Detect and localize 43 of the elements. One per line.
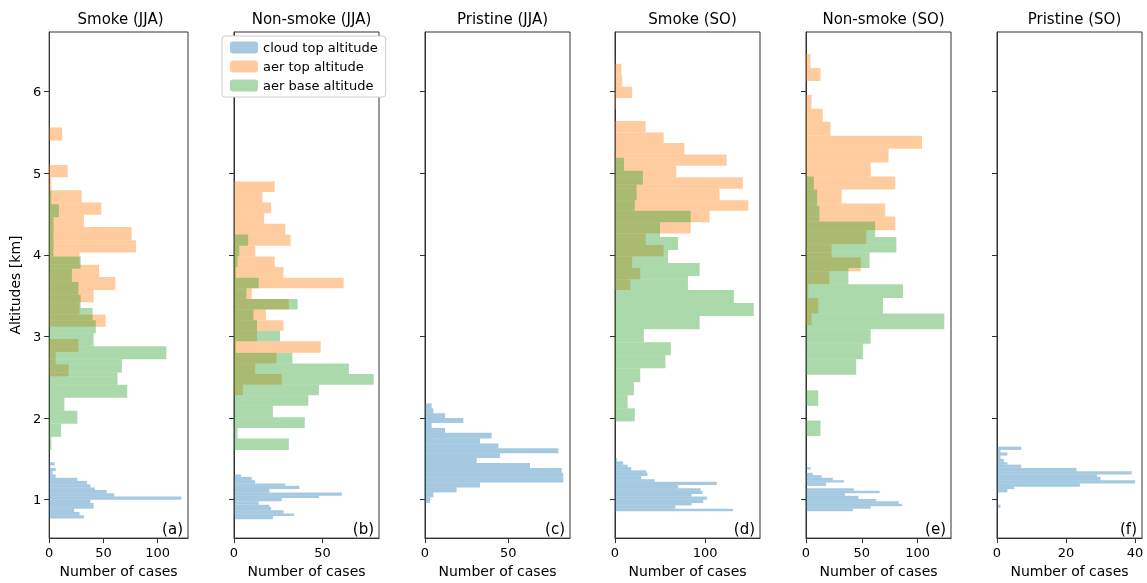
y-tick-label: 6 [32,84,42,100]
y-axis-title: Altitudes [km] [7,235,23,335]
annotation: (b) [352,519,374,538]
x-tick-label: 50 [313,545,331,561]
y-tick-label: 1 [32,492,42,508]
x-tick-label: 100 [693,545,718,561]
x-tick-label: 0 [420,545,429,561]
y-tick-label: 5 [32,165,42,181]
chart-title: Non-smoke (JJA) [251,9,372,28]
x-tick-label: 50 [499,545,517,561]
x-tick-label: 40 [1126,545,1144,561]
chart-title: Non-smoke (SO) [822,9,945,28]
y-tick-label: 4 [32,247,42,263]
x-tick-label: 20 [1057,545,1075,561]
x-axis-title: Number of cases [247,563,366,579]
x-tick-label: 50 [853,545,871,561]
y-tick-label: 3 [32,328,42,344]
x-axis-title: Number of cases [1010,563,1129,579]
annotation: (f) [1120,519,1138,538]
x-tick-label: 0 [802,545,811,561]
annotation: (c) [544,519,565,538]
x-tick-label: 0 [229,545,238,561]
legend-label: cloud top altitude [262,40,378,55]
x-axis-title: Number of cases [59,563,178,579]
x-axis-title: Number of cases [438,563,557,579]
chart-title: Pristine (SO) [1027,9,1122,28]
annotation: (d) [734,519,756,538]
x-tick-label: 0 [992,545,1002,561]
x-tick-label: 0 [611,545,620,561]
annotation: (e) [925,519,947,538]
x-tick-label: 100 [905,545,931,561]
annotation: (a) [162,519,184,538]
x-tick-label: 100 [145,545,171,561]
chart-title: Pristine (JJA) [456,9,548,28]
chart-title: Smoke (SO) [648,9,738,28]
legend-label: aer top altitude [262,59,364,74]
x-tick-label: 0 [45,545,54,561]
x-axis-title: Number of cases [628,563,747,579]
legend-label: aer base altitude [262,78,374,93]
x-tick-label: 50 [95,545,112,561]
chart-title: Smoke (JJA) [77,9,164,28]
x-axis-title: Number of cases [819,563,938,579]
y-tick-label: 2 [32,410,42,426]
